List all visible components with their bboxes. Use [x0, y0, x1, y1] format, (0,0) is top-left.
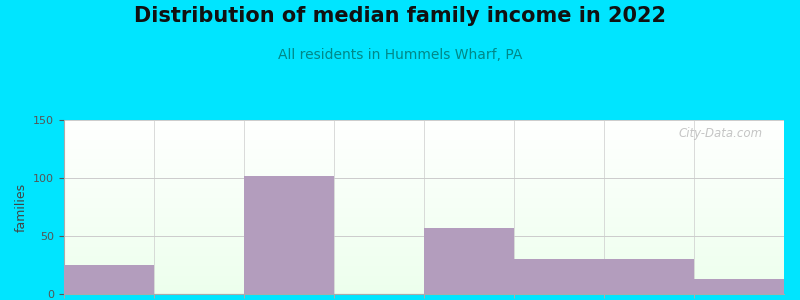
Bar	[424, 228, 514, 294]
Text: Distribution of median family income in 2022: Distribution of median family income in …	[134, 6, 666, 26]
Bar	[514, 259, 604, 294]
Text: All residents in Hummels Wharf, PA: All residents in Hummels Wharf, PA	[278, 48, 522, 62]
Bar	[244, 176, 334, 294]
Text: City-Data.com: City-Data.com	[678, 127, 762, 140]
Bar	[694, 279, 784, 294]
Y-axis label: families: families	[14, 182, 28, 232]
Bar	[604, 259, 694, 294]
Bar	[64, 265, 154, 294]
